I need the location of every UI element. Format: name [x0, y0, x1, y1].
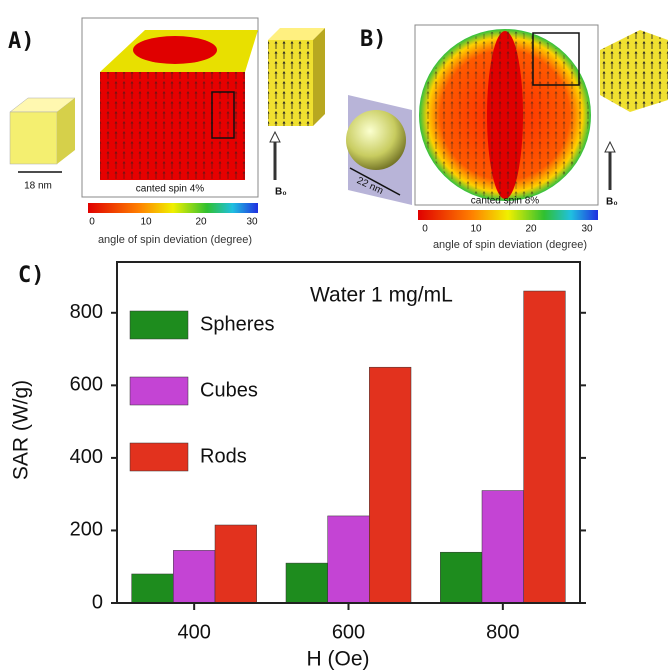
block-arrows [268, 40, 313, 126]
colorbar [88, 203, 258, 213]
legend-swatch [130, 311, 188, 339]
bar [173, 550, 215, 603]
panel-label: C) [18, 263, 45, 288]
colorbar-tick: 30 [246, 217, 258, 228]
y-tick-label: 800 [70, 301, 103, 323]
bar [524, 291, 566, 603]
legend-label: Spheres [200, 313, 275, 335]
colorbar-tick: 30 [581, 224, 593, 235]
field-arrowhead [605, 142, 615, 152]
caption: canted spin 4% [136, 184, 204, 195]
x-tick-label: 800 [486, 621, 519, 643]
panel-a: A) 18 nm canted spin 4% 0 10 20 30 angle… [8, 18, 325, 246]
annotation: Water 1 mg/mL [310, 284, 453, 307]
x-axis-label: H (Oe) [307, 648, 370, 671]
y-tick-label: 600 [70, 374, 103, 396]
bar [215, 525, 257, 603]
legend-label: Cubes [200, 379, 258, 401]
bar [328, 516, 370, 603]
colorbar-tick: 20 [195, 217, 207, 228]
y-tick-label: 0 [92, 591, 103, 613]
bar [132, 574, 174, 603]
colorbar-tick: 0 [422, 224, 428, 235]
y-axis-label: SAR (W/g) [10, 380, 33, 480]
figure: A) 18 nm canted spin 4% 0 10 20 30 angle… [0, 0, 668, 672]
panel-b: B) 22 nm canted spin 8% 0 10 20 30 angle… [346, 25, 668, 251]
colorbar-label: angle of spin deviation (degree) [433, 239, 587, 251]
colorbar-tick: 10 [140, 217, 152, 228]
size-label: 18 nm [24, 181, 52, 192]
field-label: B₀ [606, 197, 618, 208]
field-arrowhead [270, 132, 280, 142]
spin-arrows [421, 31, 589, 199]
panel-label: B) [360, 27, 387, 52]
cube-front [10, 112, 57, 164]
sphere [346, 110, 406, 170]
colorbar-tick: 10 [470, 224, 482, 235]
bar [440, 552, 482, 603]
legend-swatch [130, 443, 188, 471]
block-side [313, 28, 325, 126]
x-tick-label: 400 [177, 621, 210, 643]
x-tick-label: 600 [332, 621, 365, 643]
y-tick-label: 200 [70, 519, 103, 541]
colorbar [418, 210, 598, 220]
block-arrows [600, 30, 668, 112]
bar [482, 491, 524, 603]
top-core [133, 36, 217, 64]
legend-swatch [130, 377, 188, 405]
field-label: B₀ [275, 187, 287, 198]
panel-label: A) [8, 29, 35, 54]
plot: 0 200 400 600 800 400 600 800 Spheres Cubes Rods [70, 262, 586, 643]
colorbar-tick: 20 [525, 224, 537, 235]
colorbar-label: angle of spin deviation (degree) [98, 234, 252, 246]
colorbar-tick: 0 [89, 217, 95, 228]
y-tick-label: 400 [70, 446, 103, 468]
caption: canted spin 8% [471, 196, 539, 207]
bar [369, 367, 411, 603]
legend-label: Rods [200, 445, 247, 467]
spin-arrows [100, 72, 245, 180]
bar [286, 563, 328, 603]
